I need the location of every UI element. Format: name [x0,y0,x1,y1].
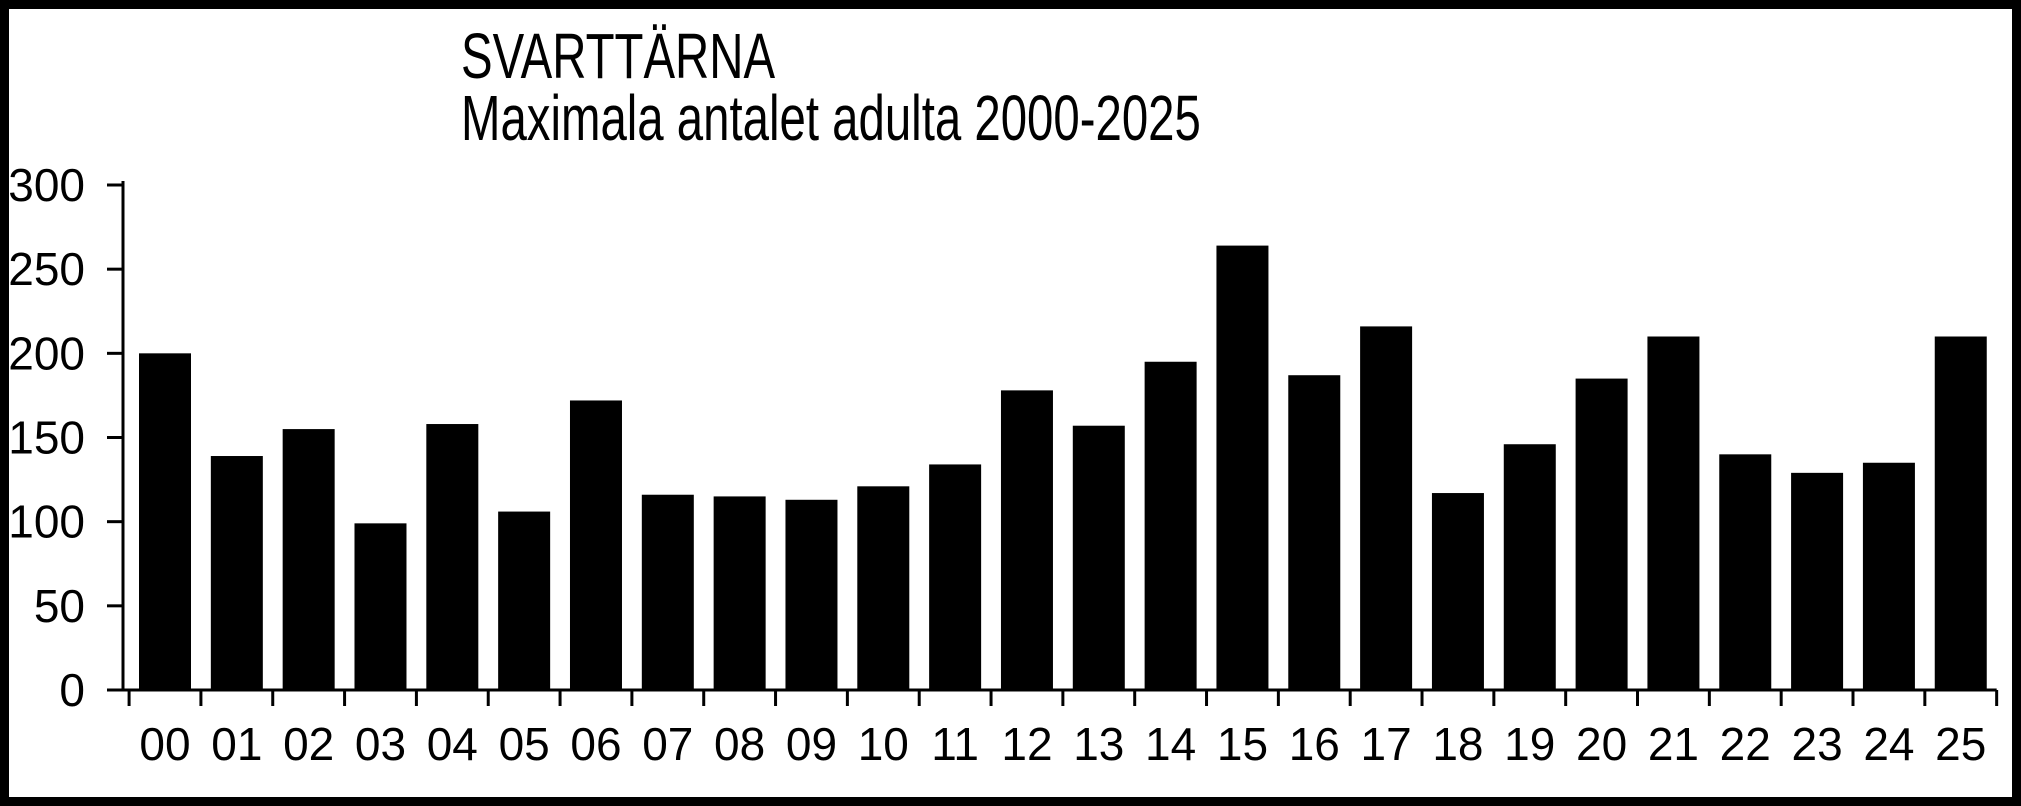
x-tick-label-10: 10 [858,718,909,770]
x-tick-label-02: 02 [283,718,334,770]
x-tick-label-09: 09 [786,718,837,770]
x-tick-label-17: 17 [1361,718,1412,770]
bar-22 [1719,454,1772,690]
bar-17 [1360,326,1413,690]
x-tick-label-21: 21 [1648,718,1699,770]
chart-title: SVARTTÄRNA [461,20,776,92]
y-tick-label: 300 [9,159,85,211]
x-tick-label-00: 00 [139,718,190,770]
bar-23 [1791,472,1844,690]
bar-20 [1575,378,1628,690]
y-tick-label: 0 [59,664,85,716]
bar-21 [1647,336,1700,690]
x-tick-label-12: 12 [1001,718,1052,770]
bar-11 [929,464,982,690]
x-tick-label-19: 19 [1504,718,1555,770]
bar-01 [210,456,263,690]
y-tick-label: 100 [9,496,85,548]
x-tick-label-18: 18 [1432,718,1483,770]
bar-18 [1431,493,1484,690]
x-tick-label-06: 06 [570,718,621,770]
y-tick-label: 250 [9,243,85,295]
x-tick-label-22: 22 [1720,718,1771,770]
y-tick-label: 50 [34,580,85,632]
y-tick-label: 200 [9,327,85,379]
x-tick-label-08: 08 [714,718,765,770]
bar-15 [1216,245,1269,690]
bar-25 [1934,336,1987,690]
x-tick-label-04: 04 [427,718,478,770]
bar-04 [426,424,479,690]
chart-title-block: SVARTTÄRNA Maximala antalet adulta 2000-… [461,20,1201,154]
x-tick-label-14: 14 [1145,718,1196,770]
x-tick-label-01: 01 [211,718,262,770]
bar-00 [139,353,191,690]
x-tick-label-05: 05 [499,718,550,770]
x-tick-label-07: 07 [642,718,693,770]
bar-12 [1000,390,1053,690]
bar-24 [1862,462,1915,690]
bar-10 [857,486,910,690]
bar-09 [785,499,838,690]
x-tick-label-20: 20 [1576,718,1627,770]
x-tick-label-03: 03 [355,718,406,770]
x-tick-label-11: 11 [931,718,979,770]
x-tick-label-25: 25 [1935,718,1986,770]
bar-14 [1144,361,1197,690]
bar-05 [498,511,551,690]
x-tick-label-13: 13 [1073,718,1124,770]
bar-06 [569,400,622,690]
bar-08 [713,496,766,690]
x-tick-label-15: 15 [1217,718,1268,770]
bar-19 [1503,444,1556,690]
bar-16 [1288,375,1341,690]
y-tick-label: 150 [9,412,85,464]
x-tick-label-16: 16 [1289,718,1340,770]
bar-chart: 0 50 100 150 200 250 300 00 01 02 03 04 05 06 07 08 09 10… [9,159,1999,770]
bar-03 [354,523,407,690]
x-tick-label-24: 24 [1863,718,1914,770]
bar-13 [1072,425,1125,690]
bar-02 [282,429,335,690]
chart-subtitle: Maximala antalet adulta 2000-2025 [461,82,1201,154]
bar-07 [641,494,694,690]
x-tick-label-23: 23 [1792,718,1843,770]
